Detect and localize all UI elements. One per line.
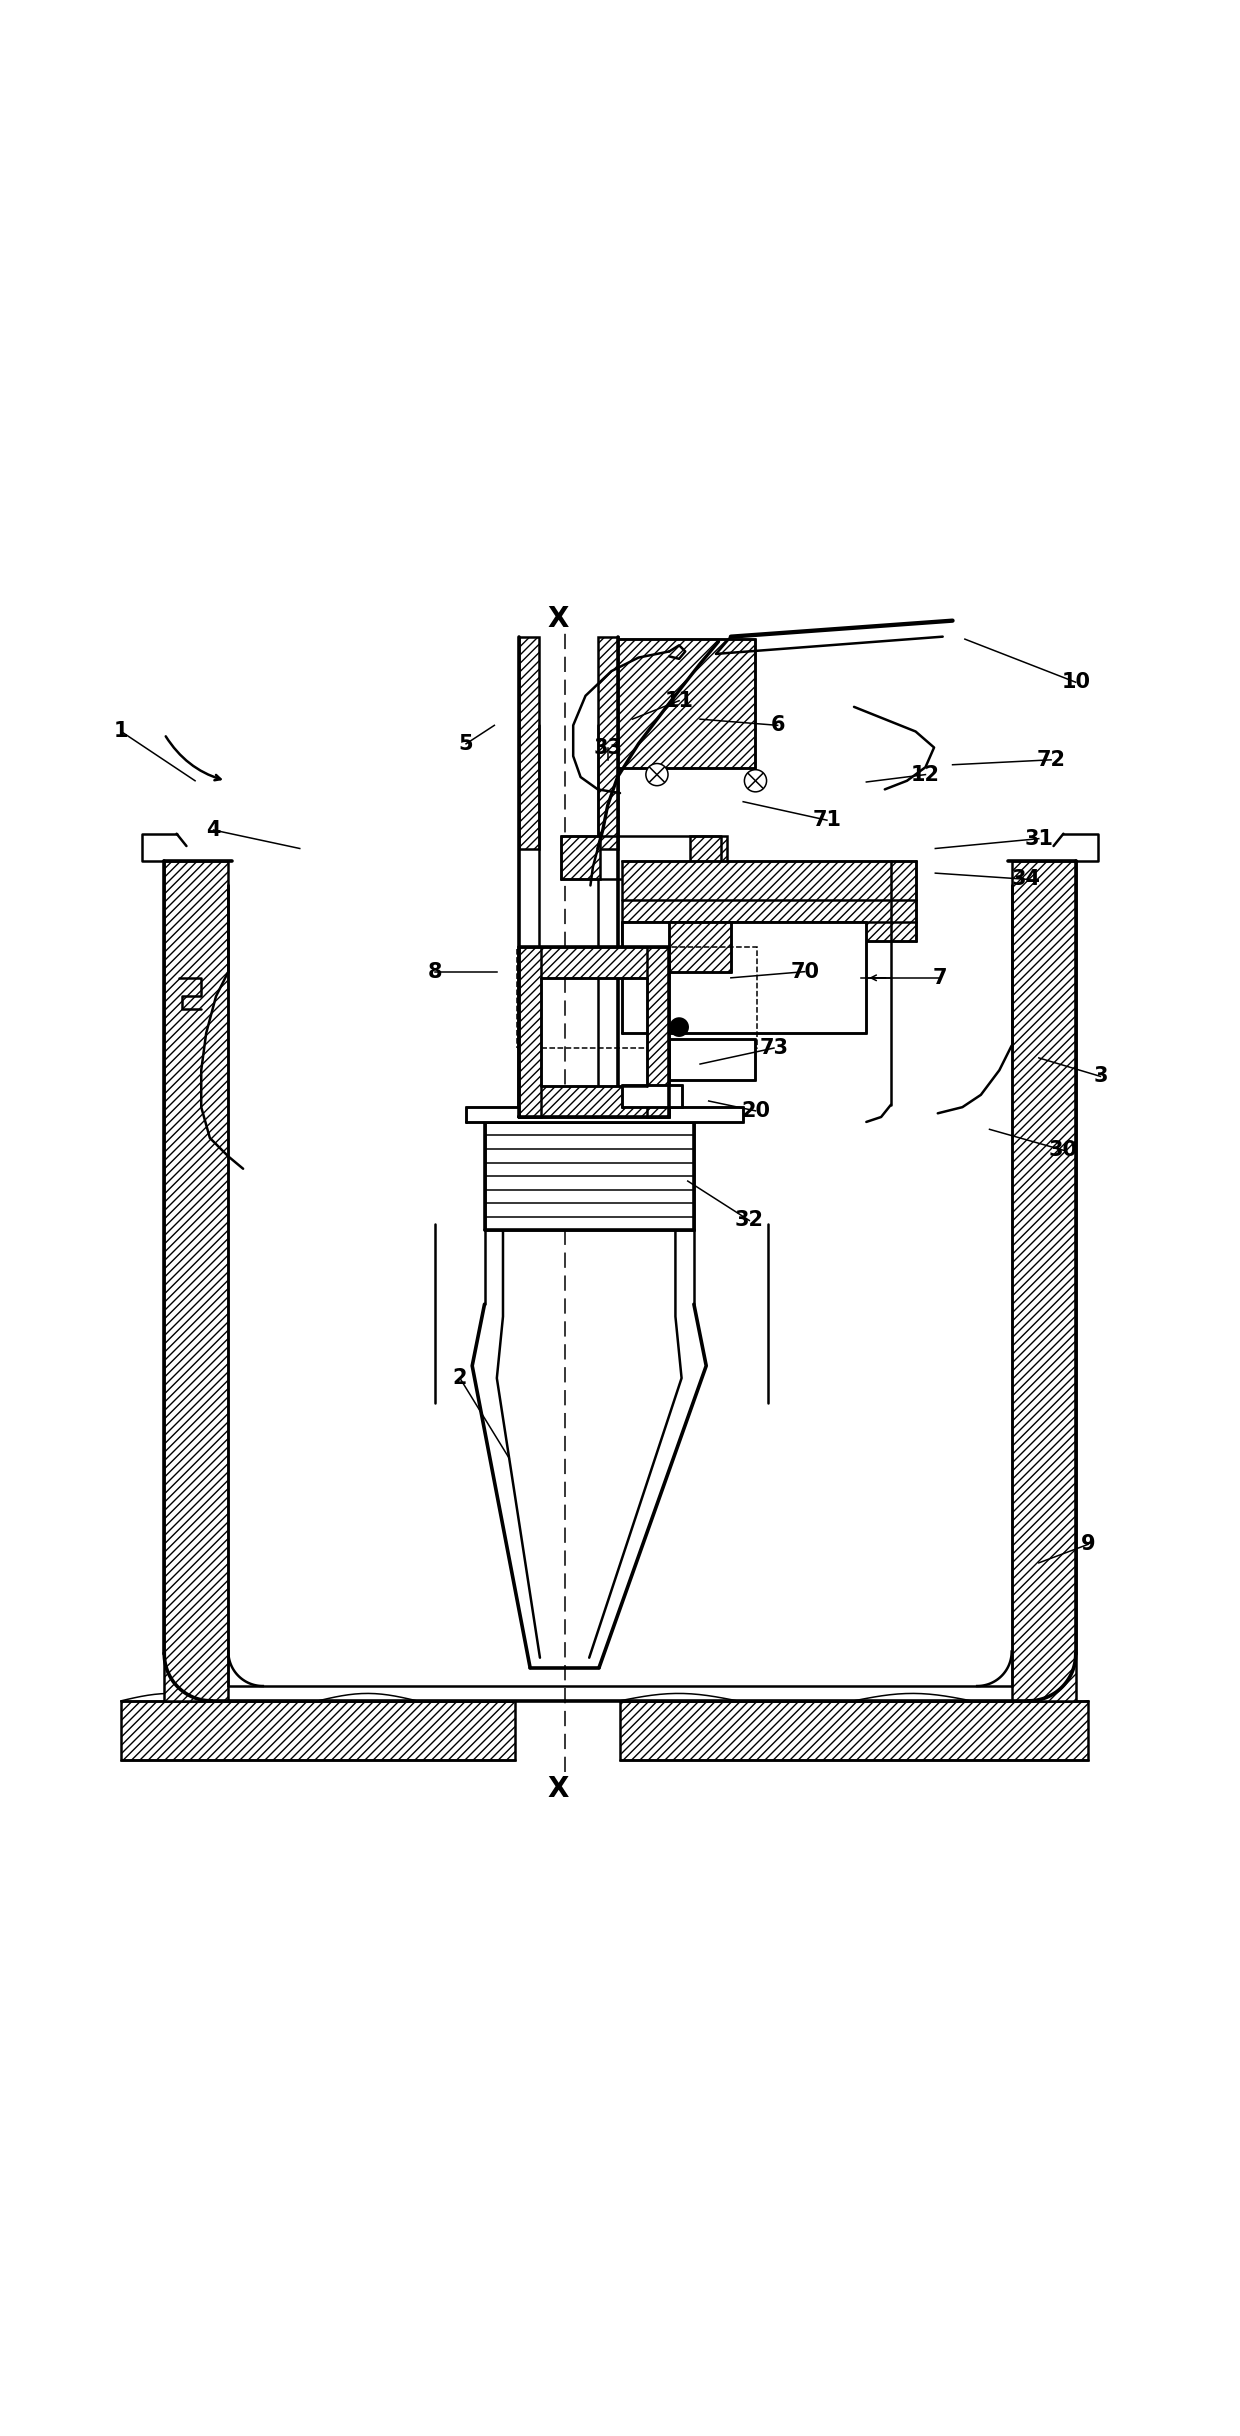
Text: X: X <box>548 1776 569 1803</box>
Bar <box>517 948 756 1047</box>
Text: 73: 73 <box>759 1038 789 1057</box>
Bar <box>520 948 670 977</box>
Text: 11: 11 <box>665 692 693 711</box>
Bar <box>560 836 600 879</box>
Bar <box>485 1123 694 1230</box>
Bar <box>520 948 541 1118</box>
Bar <box>647 948 670 1118</box>
Text: 33: 33 <box>593 738 622 758</box>
Bar <box>520 1086 670 1118</box>
Text: 2: 2 <box>453 1369 467 1389</box>
Text: 12: 12 <box>911 765 940 784</box>
Text: 6: 6 <box>770 716 785 736</box>
Text: X: X <box>548 604 569 633</box>
Text: 70: 70 <box>790 962 820 982</box>
Text: 34: 34 <box>1012 870 1040 889</box>
Bar <box>620 1700 1087 1759</box>
Bar <box>670 1040 755 1079</box>
Circle shape <box>646 762 668 787</box>
Bar <box>1012 860 1076 1700</box>
Bar <box>622 923 867 1033</box>
Bar <box>670 923 730 972</box>
Text: 20: 20 <box>742 1101 770 1121</box>
Text: 8: 8 <box>428 962 443 982</box>
Text: 3: 3 <box>1094 1067 1107 1086</box>
Bar <box>520 636 538 848</box>
Text: 72: 72 <box>1037 750 1065 770</box>
Bar <box>622 860 915 940</box>
Circle shape <box>670 1018 689 1038</box>
Text: 4: 4 <box>206 821 221 840</box>
Bar <box>598 636 618 848</box>
Text: 31: 31 <box>1024 828 1053 848</box>
Text: 10: 10 <box>1061 672 1090 692</box>
Bar <box>691 836 727 879</box>
Text: 9: 9 <box>1081 1535 1095 1554</box>
Text: 30: 30 <box>1049 1140 1078 1160</box>
Bar <box>618 638 755 767</box>
Text: 1: 1 <box>114 721 129 741</box>
Text: 7: 7 <box>932 967 947 989</box>
Bar <box>466 1106 743 1123</box>
Text: 71: 71 <box>812 811 842 831</box>
Text: 5: 5 <box>459 733 474 753</box>
Bar <box>164 860 228 1700</box>
Bar <box>622 1084 682 1106</box>
Text: 32: 32 <box>735 1211 764 1230</box>
Bar <box>122 1700 516 1759</box>
Circle shape <box>744 770 766 792</box>
